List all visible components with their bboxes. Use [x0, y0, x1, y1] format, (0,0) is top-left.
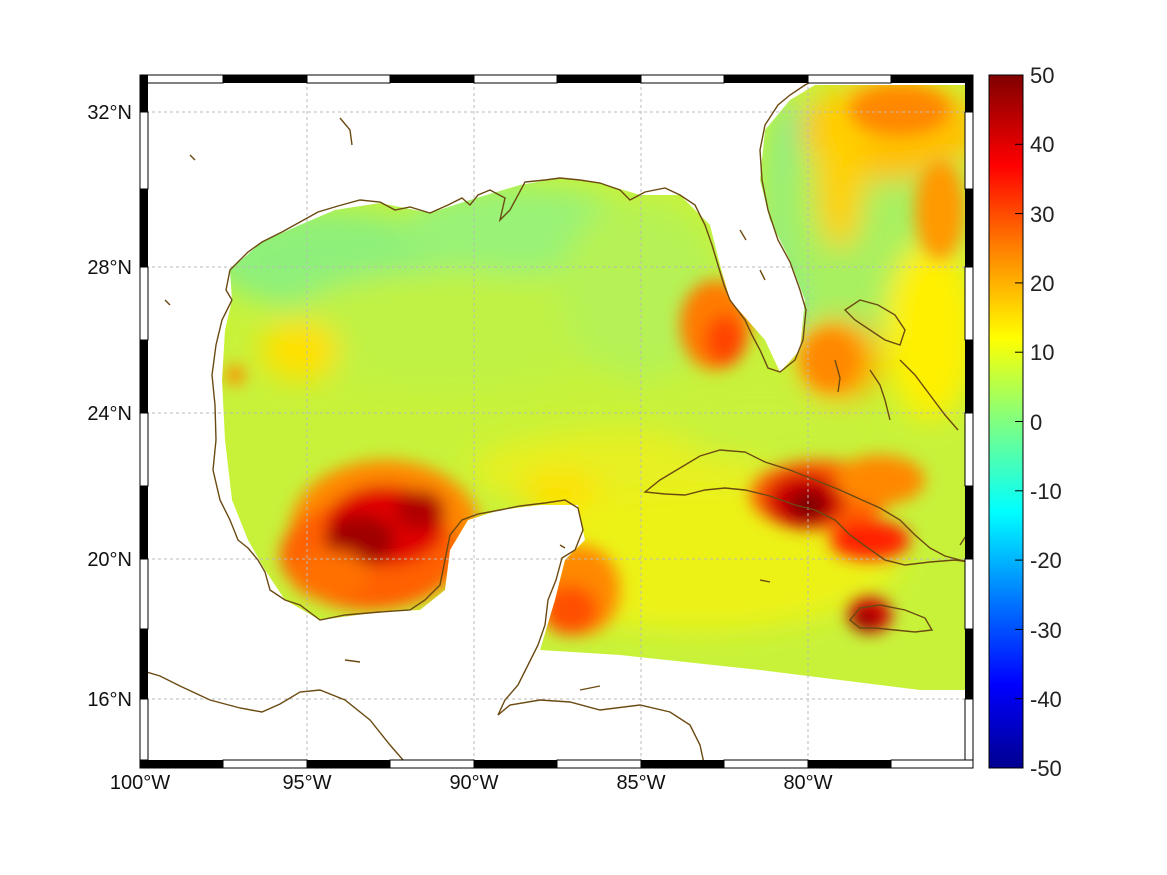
coastlines [140, 77, 973, 768]
colorbar-tick-label: 50 [1030, 63, 1054, 88]
x-tick-label: 85°W [616, 772, 665, 794]
colorbar-tick-label: 30 [1030, 202, 1054, 227]
grid-lines [140, 75, 973, 768]
colorbar-tick-label: -30 [1030, 618, 1062, 643]
colorbar-tick-label: -40 [1030, 687, 1062, 712]
y-tick-label: 32°N [87, 102, 132, 124]
x-tick-label: 100°W [110, 772, 170, 794]
colorbar-tick-label: 10 [1030, 340, 1054, 365]
colorbar-tick-label: -10 [1030, 479, 1062, 504]
y-tick-label: 24°N [87, 403, 132, 425]
x-tick-label: 80°W [783, 772, 832, 794]
x-tick-label: 90°W [449, 772, 498, 794]
colorbar-tick-label: 0 [1030, 410, 1042, 435]
y-tick-label: 16°N [87, 689, 132, 711]
colorbar: 50 40 30 20 10 0 -10 -20 -30 -40 -50 [988, 63, 1062, 781]
map-frame [139, 74, 974, 769]
y-tick-label: 28°N [87, 257, 132, 279]
colorbar-tick-label: 20 [1030, 271, 1054, 296]
colorbar-tick-label: -20 [1030, 548, 1062, 573]
y-tick-label: 20°N [87, 549, 132, 571]
colorbar-tick-label: -50 [1030, 756, 1062, 781]
x-tick-label: 95°W [282, 772, 331, 794]
colorbar-tick-label: 40 [1030, 132, 1054, 157]
y-axis-labels: 32°N 28°N 24°N 20°N 16°N [87, 102, 132, 711]
x-axis-labels: 100°W 95°W 90°W 85°W 80°W [110, 772, 833, 794]
